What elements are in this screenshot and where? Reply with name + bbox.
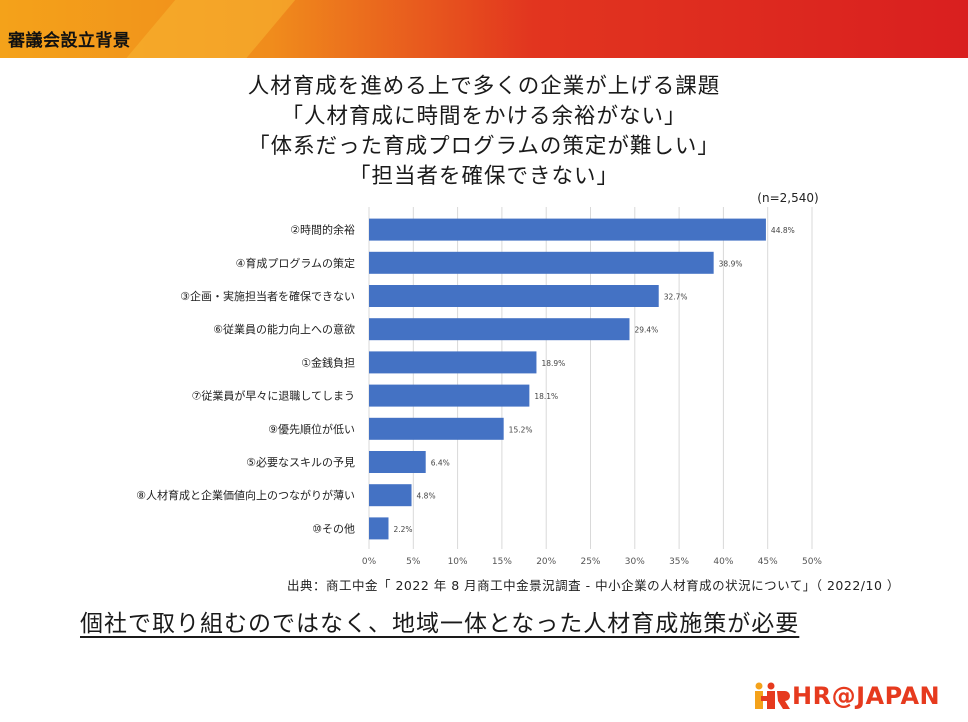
bar [369,218,766,241]
headline: 人材育成を進める上で多くの企業が上げる課題 「人材育成に時間をかける余裕がない」… [0,72,968,192]
category-label: ⑦従業員が早々に退職してしまう [191,389,355,403]
sample-size-note: (n=2,540) [757,191,818,205]
data-label: 2.2% [393,525,412,534]
x-tick-label: 0% [362,557,377,567]
bar [369,318,630,341]
bar [369,351,537,374]
x-tick-label: 30% [625,557,645,567]
logo: HR@JAPAN [752,680,940,712]
x-tick-label: 10% [448,557,468,567]
category-label: ⑩その他 [312,522,355,535]
headline-line: 「担当者を確保できない」 [348,164,619,189]
logo-text: HR@JAPAN [792,682,941,710]
x-tick-label: 50% [802,557,822,567]
category-label: ⑧人材育成と企業価値向上のつながりが薄い [136,488,355,502]
headline-line: 「体系だった育成プログラムの策定が難しい」 [248,134,720,159]
bar [369,517,389,540]
category-label: ③企画・実施担当者を確保できない [180,289,355,303]
headline-line: 人材育成を進める上で多くの企業が上げる課題 [247,74,721,99]
data-label: 4.8% [417,492,436,501]
x-tick-label: 35% [669,557,689,567]
category-label: ①金銭負担 [301,355,355,369]
bar-chart: (n=2,540) ②時間的余裕 44.8% ④育成プログラムの策定 38.9% ③企画・… [136,191,822,567]
page-title: 審議会設立背景 [8,31,131,51]
x-tick-label: 45% [758,557,778,567]
bar [369,251,714,274]
headline-line: 「人材育成に時間をかける余裕がない」 [281,104,687,129]
x-tick-label: 15% [492,557,512,567]
x-tick-label: 40% [713,557,733,567]
hr-people-icon [755,682,790,709]
category-label: ④育成プログラムの策定 [235,256,355,270]
data-label: 38.9% [719,259,743,268]
category-label: ⑨優先順位が低い [268,422,355,436]
x-tick-label: 25% [580,557,600,567]
category-label: ⑤必要なスキルの予見 [246,456,355,469]
header-bar: 審議会設立背景 [0,0,968,58]
data-label: 6.4% [431,459,450,468]
source-citation: 出典：商工中金「 2022 年 8 月商工中金景況調査 - 中小企業の人材育成の… [287,578,900,593]
data-label: 18.1% [534,392,558,401]
bar [369,384,530,407]
bar [369,285,659,307]
bar [369,417,504,440]
category-label: ②時間的余裕 [290,223,355,237]
bar [369,484,412,507]
conclusion-text: 個社で取り組むのではなく、地域一体となった人材育成施策が必要 [80,611,800,637]
data-label: 15.2% [509,425,533,434]
data-label: 32.7% [664,293,688,302]
bar [369,451,426,473]
data-label: 29.4% [634,326,658,335]
data-label: 44.8% [771,226,795,235]
category-label: ⑥従業員の能力向上への意欲 [213,322,355,336]
x-tick-label: 20% [536,557,556,567]
header-decoration [116,0,304,58]
x-tick-label: 5% [406,557,421,567]
data-label: 18.9% [541,359,565,368]
